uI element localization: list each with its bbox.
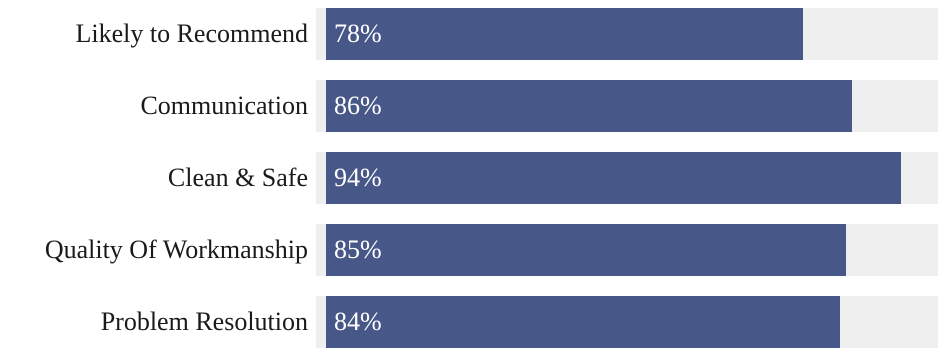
value-label: 78%	[334, 19, 382, 48]
chart-row: Clean & Safe 94%	[0, 152, 938, 204]
value-label: 85%	[334, 235, 382, 264]
chart-row: Problem Resolution 84%	[0, 296, 938, 348]
category-label: Clean & Safe	[167, 163, 308, 192]
bar	[326, 152, 901, 204]
category-label: Problem Resolution	[100, 307, 308, 336]
category-label: Likely to Recommend	[75, 19, 308, 48]
chart-row: Likely to Recommend 78%	[0, 8, 938, 60]
bar	[326, 224, 846, 276]
value-label: 84%	[334, 307, 382, 336]
value-label: 94%	[334, 163, 382, 192]
category-label: Communication	[140, 91, 308, 120]
chart-row: Quality Of Workmanship 85%	[0, 224, 938, 276]
chart-row: Communication 86%	[0, 80, 938, 132]
bar	[326, 8, 803, 60]
bar	[326, 80, 852, 132]
value-label: 86%	[334, 91, 382, 120]
category-label: Quality Of Workmanship	[44, 235, 308, 264]
bar	[326, 296, 840, 348]
